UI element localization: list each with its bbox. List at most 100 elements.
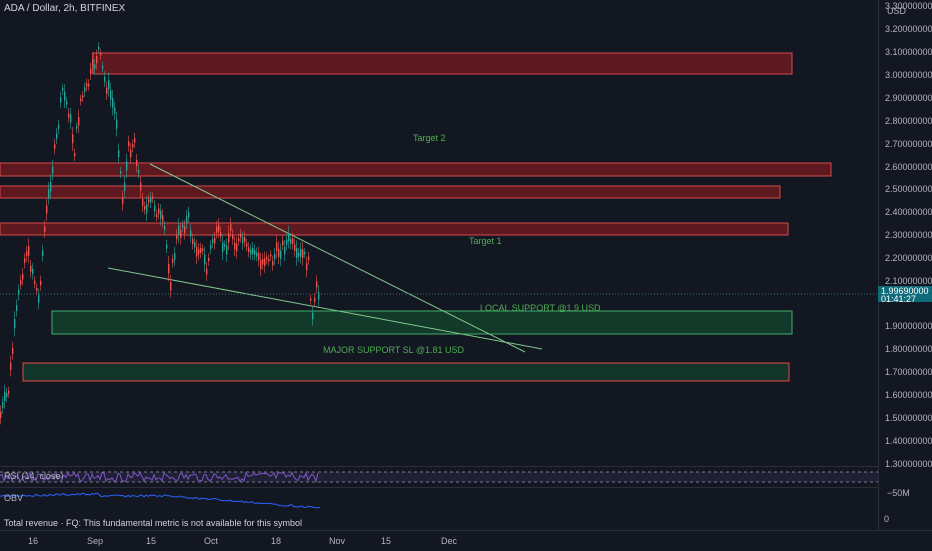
major-support-label: MAJOR SUPPORT SL @1.81 USD <box>323 345 465 355</box>
candle-body <box>112 97 114 108</box>
candle-body <box>238 238 240 242</box>
candle-body <box>30 265 32 272</box>
obv-pane[interactable]: OBV Total revenue · FQ: This fundamental… <box>0 487 878 531</box>
candle-body <box>18 289 20 295</box>
candle-body <box>158 208 160 214</box>
candle-body <box>10 362 12 370</box>
candle-body <box>216 226 218 233</box>
candle-body <box>208 257 210 262</box>
candle-body <box>148 199 150 203</box>
descending-trendline[interactable] <box>149 163 526 353</box>
candle-body <box>228 232 230 243</box>
candle-body <box>230 223 232 231</box>
candle-body <box>64 91 66 101</box>
candle-body <box>116 119 118 129</box>
candle-body <box>178 225 180 235</box>
candle-body <box>144 206 146 210</box>
time-tick: 15 <box>146 536 157 546</box>
rsi-pane[interactable]: RSI (14, close) <box>0 466 878 487</box>
candle-body <box>304 252 306 255</box>
candle-body <box>202 248 204 251</box>
candlestick-series[interactable] <box>0 42 320 425</box>
candle-body <box>244 236 246 242</box>
price-chart[interactable]: Target 2 Target 1 LOCAL SUPPORT @1.9 USD… <box>0 0 878 465</box>
current-price-value: 1.99690000 <box>881 286 929 296</box>
bar-countdown: 01:41:27 <box>881 294 917 304</box>
candle-body <box>278 248 280 257</box>
candle-body <box>302 249 304 258</box>
candle-body <box>62 87 64 91</box>
candle-body <box>130 149 132 158</box>
candle-body <box>104 76 106 82</box>
candle-body <box>220 232 222 237</box>
candle-body <box>22 274 24 280</box>
local-support-zone[interactable] <box>51 310 793 335</box>
candle-body <box>270 254 272 257</box>
candle-body <box>266 256 268 260</box>
time-tick: 15 <box>381 536 392 546</box>
candle-body <box>268 258 270 262</box>
major-support-zone[interactable] <box>22 362 790 382</box>
candle-body <box>258 253 260 261</box>
candle-body <box>140 182 142 191</box>
price-axis[interactable]: USD 3.30000000 3.20000000 3.10000000 3.0000… <box>878 0 932 530</box>
candle-body <box>276 242 278 251</box>
candle-body <box>74 152 76 157</box>
candle-body <box>180 230 182 238</box>
candle-body <box>44 226 46 233</box>
resistance-zone-2b[interactable] <box>0 185 781 199</box>
candle-body <box>204 254 206 265</box>
resistance-zone-2[interactable] <box>0 162 832 177</box>
candle-body <box>274 253 276 260</box>
candle-body <box>60 97 62 103</box>
candle-body <box>314 297 316 302</box>
candle-body <box>146 204 148 214</box>
candle-body <box>174 253 176 260</box>
price-tick: 2.30000000 <box>885 230 932 240</box>
candle-body <box>150 197 152 203</box>
candle-body <box>308 256 310 260</box>
candle-body <box>296 248 298 258</box>
time-tick: Oct <box>204 536 219 546</box>
candle-body <box>264 258 266 267</box>
candle-body <box>34 280 36 284</box>
candle-body <box>156 214 158 218</box>
axis-currency: USD <box>887 6 907 16</box>
candle-body <box>162 215 164 222</box>
time-tick: Nov <box>329 536 346 546</box>
price-tick: 2.80000000 <box>885 116 932 126</box>
resistance-zone-1[interactable] <box>0 222 789 236</box>
candle-body <box>246 243 248 247</box>
chart-canvas[interactable] <box>0 0 878 465</box>
candle-body <box>206 268 208 275</box>
candle-body <box>160 210 162 219</box>
candle-body <box>316 281 318 288</box>
candle-body <box>240 233 242 238</box>
target-1-label: Target 1 <box>469 236 502 246</box>
rsi-line <box>0 470 319 484</box>
candle-body <box>260 259 262 269</box>
candle-body <box>98 46 100 50</box>
resistance-zone-3[interactable] <box>92 52 793 75</box>
candle-body <box>168 263 170 274</box>
candle-body <box>66 101 68 105</box>
revenue-note: Total revenue · FQ: This fundamental met… <box>4 518 302 528</box>
candle-body <box>218 224 220 232</box>
candle-body <box>198 248 200 255</box>
candle-body <box>290 238 292 244</box>
rsi-canvas <box>0 470 878 484</box>
candle-body <box>6 392 8 398</box>
symbol-title[interactable]: ADA / Dollar, 2h, BITFINEX <box>4 3 126 14</box>
candle-body <box>46 205 48 214</box>
candle-body <box>20 280 22 285</box>
candle-body <box>132 144 134 148</box>
candle-body <box>224 244 226 247</box>
candle-body <box>250 249 252 255</box>
current-price-badge: 1.99690000 01:41:27 <box>878 286 932 304</box>
candle-body <box>14 318 16 329</box>
time-axis[interactable]: 16 Sep 15 Oct 18 Nov 15 Dec <box>0 530 932 551</box>
candle-body <box>38 295 40 303</box>
candle-body <box>78 116 80 126</box>
candle-body <box>226 245 228 255</box>
lower-trendline[interactable] <box>107 267 543 350</box>
